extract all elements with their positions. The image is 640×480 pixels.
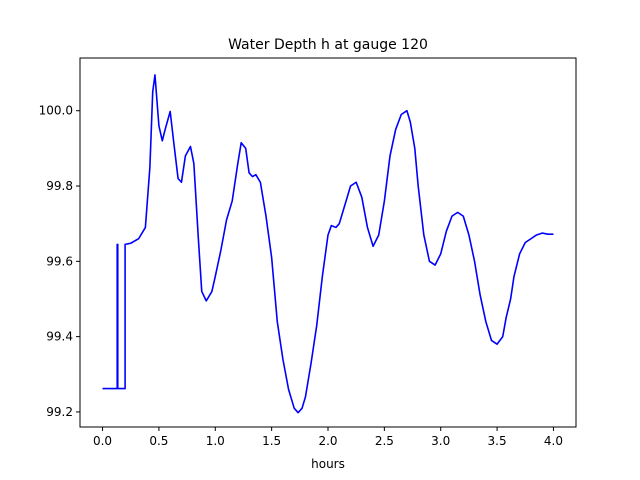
- y-tick-label: 99.8: [46, 179, 73, 193]
- x-tick-label: 3.0: [431, 434, 450, 448]
- x-tick-label: 3.5: [488, 434, 507, 448]
- y-tick-label: 100.0: [39, 104, 73, 118]
- x-axis: 0.0 0.5 1.0 1.5 2.0 2.5 3.0 3.5 4.0: [93, 427, 563, 448]
- x-tick-label: 1.0: [206, 434, 225, 448]
- x-tick-label: 4.0: [544, 434, 563, 448]
- x-tick-label: 0.0: [93, 434, 112, 448]
- y-tick-label: 99.4: [46, 330, 73, 344]
- y-axis: 99.2 99.4 99.6 99.8 100.0: [39, 104, 80, 419]
- chart-title: Water Depth h at gauge 120: [228, 37, 428, 53]
- x-tick-label: 0.5: [149, 434, 168, 448]
- x-tick-label: 2.5: [375, 434, 394, 448]
- x-axis-label: hours: [311, 457, 345, 471]
- x-tick-label: 2.0: [318, 434, 337, 448]
- y-tick-label: 99.2: [46, 405, 73, 419]
- x-tick-label: 1.5: [262, 434, 281, 448]
- plot-area: [102, 74, 554, 414]
- y-tick-label: 99.6: [46, 254, 73, 268]
- series-line-0: [102, 74, 554, 414]
